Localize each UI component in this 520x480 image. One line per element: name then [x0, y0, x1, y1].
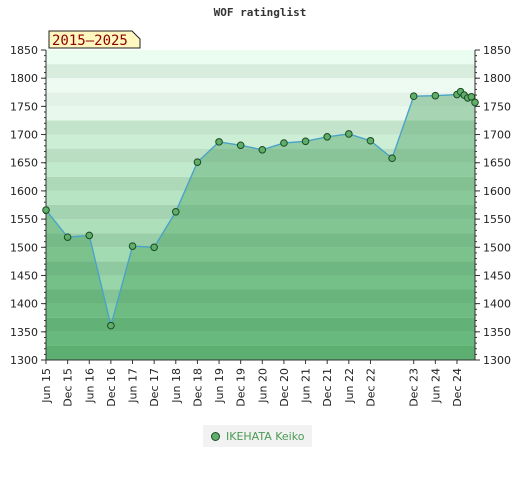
band: [46, 92, 475, 107]
band: [46, 162, 475, 177]
x-tick-label: Dec 16: [105, 368, 118, 407]
data-point: [128, 242, 137, 250]
data-point: [150, 243, 158, 252]
x-tick-label: Jun 24: [429, 368, 442, 404]
y-tick-label-right: 1600: [483, 185, 511, 198]
y-tick-label-left: 1750: [10, 100, 38, 113]
y-tick-label-right: 1750: [483, 100, 511, 113]
y-tick-label-right: 1700: [483, 129, 511, 142]
band: [46, 106, 475, 121]
data-point: [215, 138, 223, 146]
x-tick-label: Jun 15: [40, 368, 53, 404]
x-tick-label: Dec 15: [62, 368, 75, 407]
data-point: [280, 139, 288, 147]
y-tick-label-left: 1500: [10, 241, 38, 254]
band: [46, 134, 475, 149]
period-badge: [48, 30, 141, 49]
x-tick-label: Dec 23: [408, 368, 421, 407]
y-tick-label-left: 1700: [10, 129, 38, 142]
y-tick-label-left: 1350: [10, 326, 38, 339]
y-tick-label-left: 1300: [10, 354, 38, 367]
band: [46, 64, 475, 79]
band: [46, 317, 475, 332]
y-tick-label-right: 1850: [483, 44, 511, 57]
data-point: [107, 321, 115, 330]
series-area: [46, 91, 475, 360]
band: [46, 176, 475, 191]
x-tick-label: Dec 22: [364, 368, 377, 407]
band: [46, 261, 475, 276]
y-tick-label-right: 1400: [483, 298, 511, 311]
band: [46, 120, 475, 135]
period-label: 2015–2025: [52, 33, 128, 49]
data-point: [366, 136, 375, 145]
y-tick-label-right: 1300: [483, 354, 511, 367]
data-point: [323, 133, 331, 141]
x-tick-label: Jun 20: [256, 368, 269, 404]
band: [46, 289, 475, 304]
y-tick-label-right: 1550: [483, 213, 511, 226]
x-tick-label: Jun 22: [343, 368, 356, 404]
x-tick-label: Dec 20: [278, 368, 291, 407]
data-point: [409, 92, 418, 101]
data-point: [258, 145, 267, 154]
data-point: [42, 206, 50, 214]
data-point: [301, 137, 310, 146]
y-tick-label-left: 1650: [10, 157, 38, 170]
x-tick-label: Dec 19: [235, 368, 248, 407]
band: [46, 205, 475, 220]
band: [46, 50, 475, 65]
data-point: [171, 207, 180, 216]
data-point: [236, 141, 245, 150]
y-tick-label-left: 1600: [10, 185, 38, 198]
band: [46, 78, 475, 93]
data-point: [388, 154, 396, 163]
x-tick-label: Jun 19: [213, 368, 226, 404]
band: [46, 345, 475, 360]
band: [46, 275, 475, 290]
band-highlight: [46, 78, 475, 121]
y-tick-label-right: 1500: [483, 241, 511, 254]
data-point: [467, 92, 476, 101]
band: [46, 190, 475, 205]
data-point: [193, 158, 202, 166]
y-tick-label-left: 1850: [10, 44, 38, 57]
y-tick-label-left: 1400: [10, 298, 38, 311]
x-tick-label: Jun 17: [127, 368, 140, 404]
y-tick-label-left: 1450: [10, 269, 38, 282]
band: [46, 331, 475, 346]
legend-label: IKEHATA Keiko: [226, 429, 305, 443]
band: [46, 219, 475, 234]
legend-marker: [211, 431, 220, 441]
y-tick-label-right: 1650: [483, 157, 511, 170]
x-tick-label: Jun 18: [170, 368, 183, 404]
data-point: [85, 231, 94, 240]
band: [46, 303, 475, 318]
x-tick-label: Dec 24: [451, 368, 464, 407]
band: [46, 148, 475, 163]
chart-title: WOF ratinglist: [213, 6, 307, 19]
x-tick-label: Jun 16: [83, 368, 96, 404]
y-tick-label-left: 1550: [10, 213, 38, 226]
y-tick-label-right: 1800: [483, 72, 511, 85]
y-tick-label-right: 1450: [483, 269, 511, 282]
data-point: [471, 98, 479, 107]
data-point: [345, 130, 353, 138]
data-point: [431, 91, 440, 100]
legend: IKEHATA Keiko: [203, 425, 313, 447]
x-tick-label: Dec 17: [148, 368, 161, 407]
y-tick-label-right: 1350: [483, 326, 511, 339]
data-point: [63, 233, 72, 241]
x-tick-label: Dec 18: [191, 368, 204, 407]
y-tick-label-left: 1800: [10, 72, 38, 85]
x-tick-label: Jun 21: [300, 368, 313, 404]
x-tick-label: Dec 21: [321, 368, 334, 407]
